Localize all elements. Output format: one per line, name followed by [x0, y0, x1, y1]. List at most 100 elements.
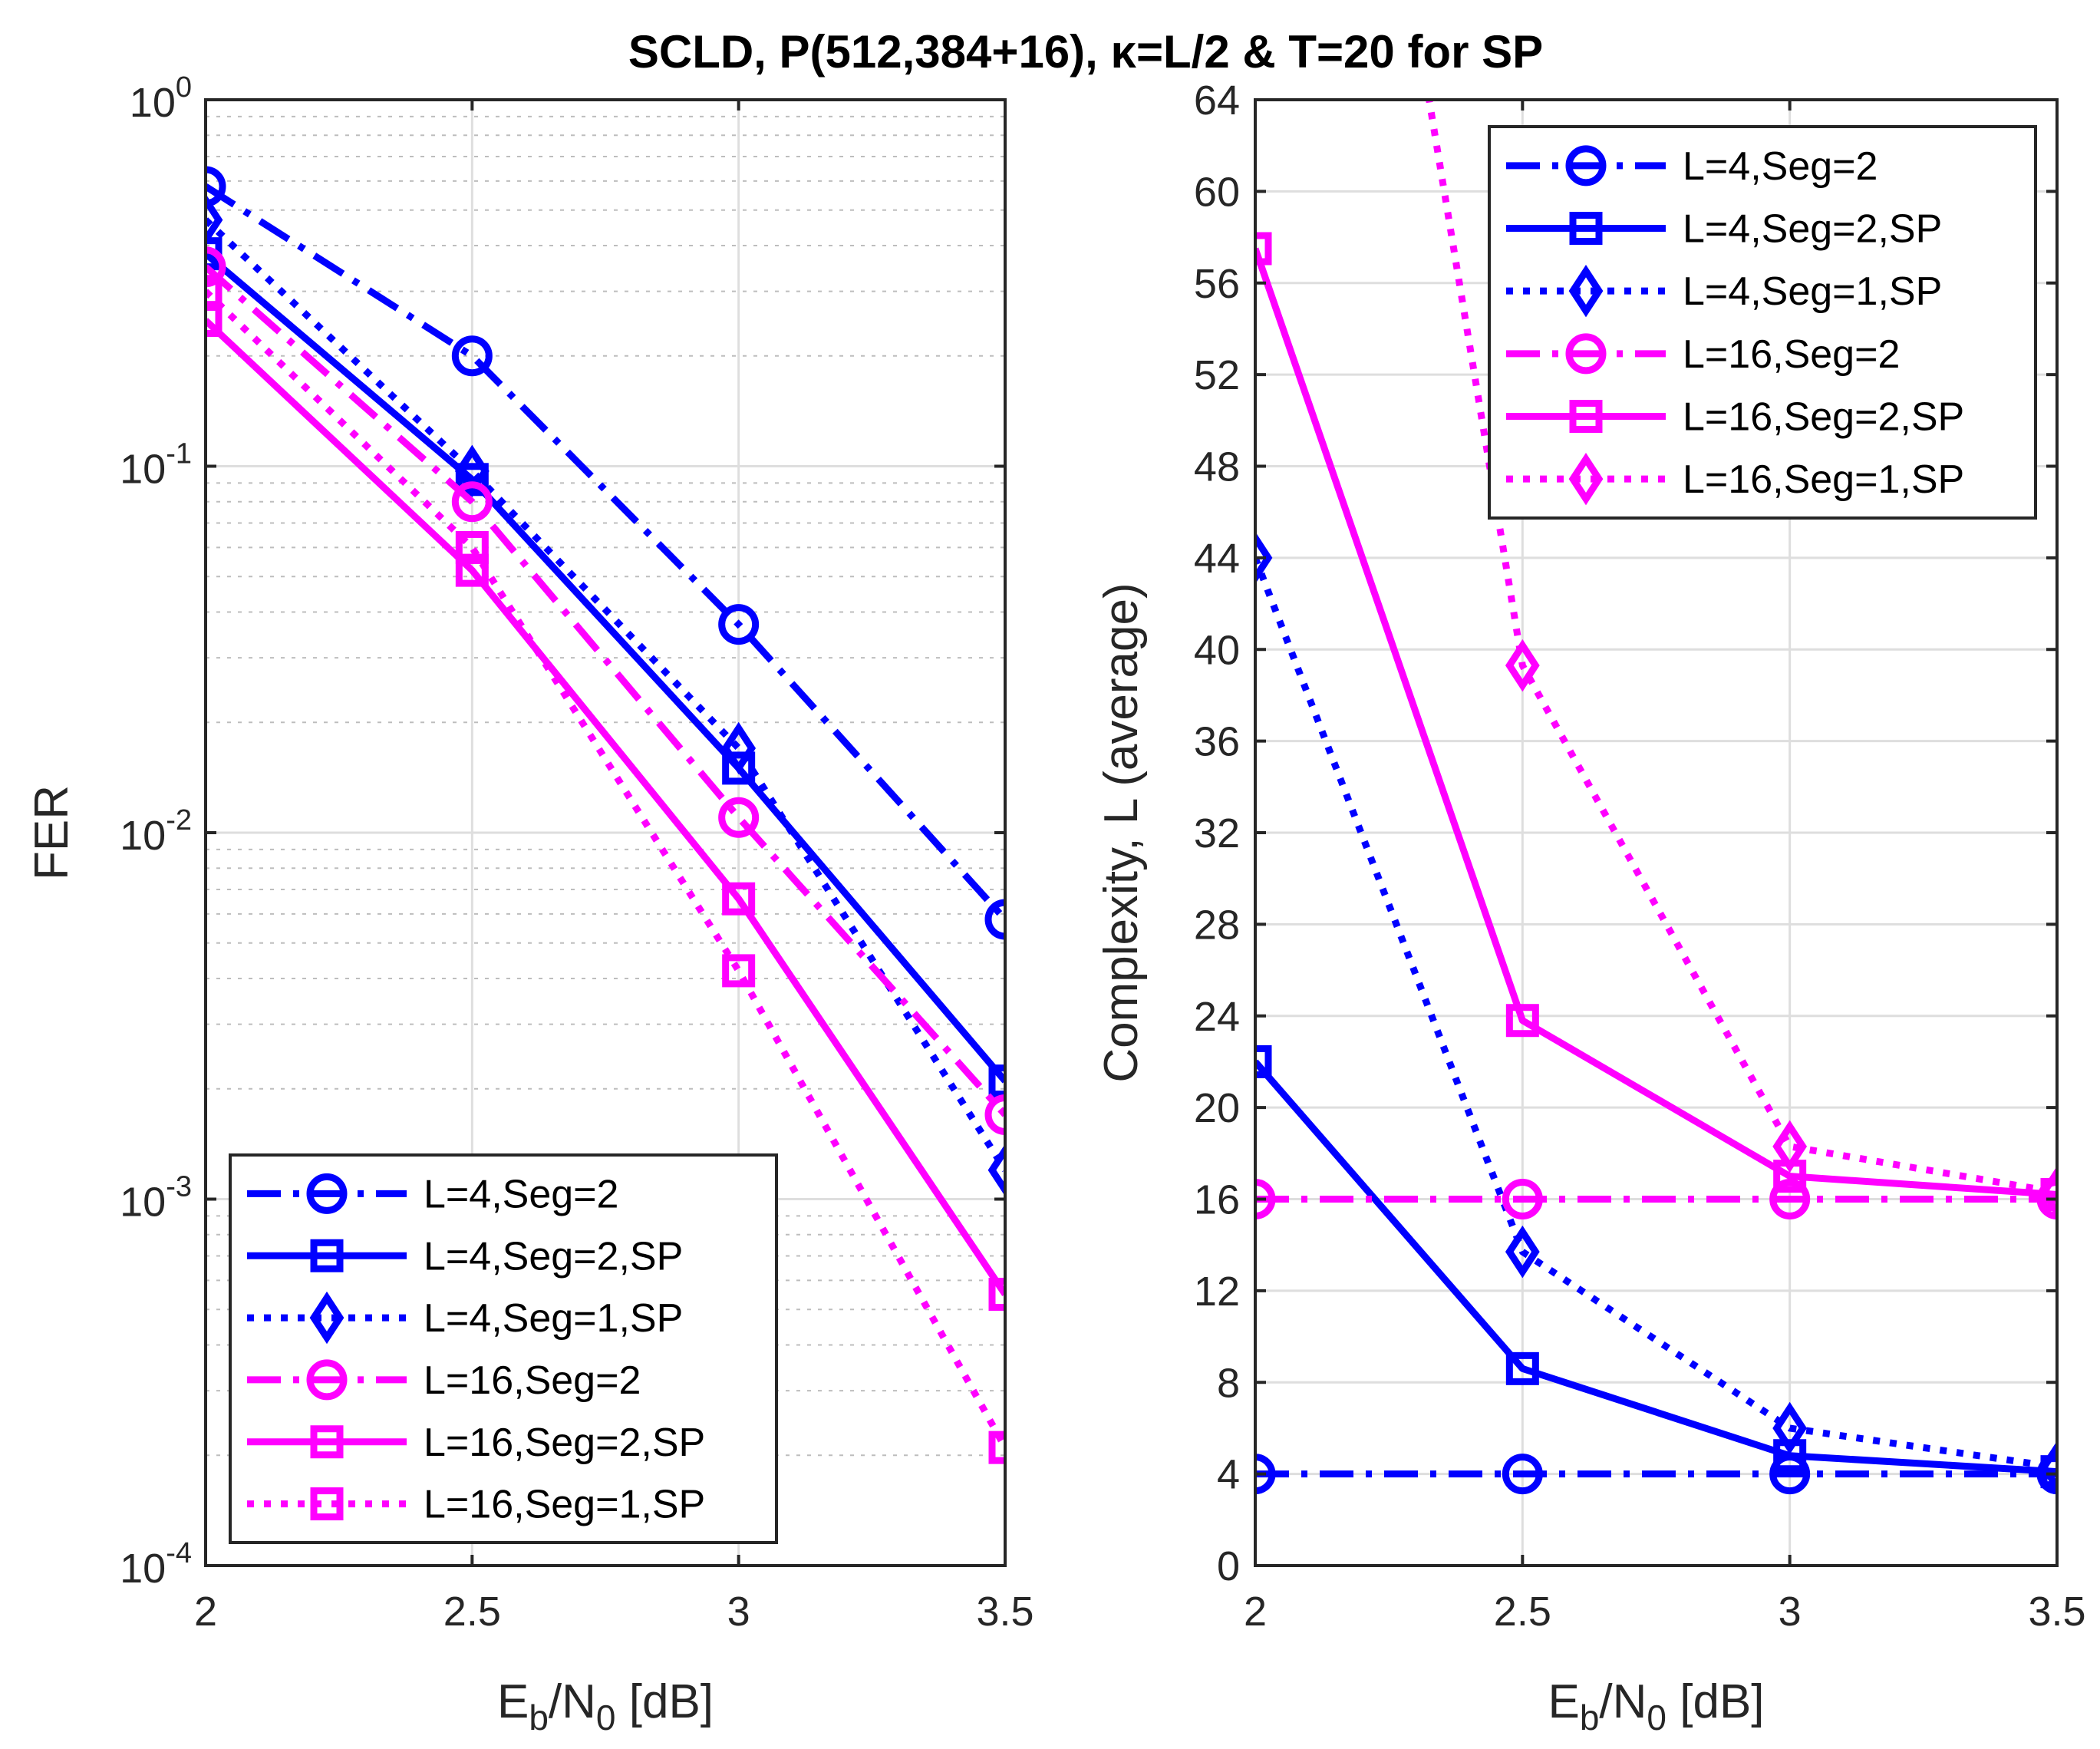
- data-point: [206, 303, 223, 337]
- legend-marker: [1565, 333, 1607, 375]
- data-point: [1505, 639, 1540, 692]
- data-point: [1505, 1351, 1539, 1385]
- legend-entry: L=16,Seg=2,SP: [247, 1421, 705, 1465]
- legend-label: L=16,Seg=2,SP: [424, 1421, 705, 1465]
- y-tick-label: 0: [1217, 1543, 1240, 1589]
- y-tick-label: 8: [1217, 1360, 1240, 1406]
- data-point: [984, 1094, 1005, 1135]
- legend-entry: L=4,Seg=2,SP: [247, 1234, 683, 1279]
- legend-marker: [1565, 145, 1607, 186]
- y-tick-label: 4: [1217, 1452, 1240, 1498]
- data-point: [722, 954, 756, 988]
- y-tick-label: 44: [1194, 536, 1240, 582]
- x-tick-label: 3: [727, 1589, 750, 1635]
- y-tick-label: 10-2: [120, 804, 192, 859]
- legend-label: L=4,Seg=2: [1683, 144, 1877, 189]
- legend-marker: [1569, 400, 1603, 433]
- legend: L=4,Seg=2 L=4,Seg=2,SP L=4,Seg=1,SP L=16,Se…: [1488, 125, 2037, 520]
- data-point: [206, 166, 226, 207]
- legend-entry: L=4,Seg=2,SP: [1506, 207, 1942, 252]
- series-line-5: [206, 318, 1005, 1296]
- legend-marker: [309, 1291, 345, 1345]
- y-tick-label: 10-4: [120, 1537, 192, 1592]
- data-point: [1502, 1454, 1543, 1495]
- series-layer: [206, 166, 1005, 1464]
- legend-marker: [1569, 212, 1603, 245]
- data-point: [718, 797, 760, 838]
- data-point: [987, 1143, 1005, 1196]
- series-line-2: [206, 251, 1005, 1084]
- data-point: [1255, 531, 1273, 585]
- y-tick-label: 56: [1194, 261, 1240, 307]
- series-line-2: [1255, 1059, 2057, 1476]
- legend-entry: L=4,Seg=1,SP: [1506, 264, 1942, 318]
- fer-plot: 2 2.5 3 3.5 100 10-1 10-2 10-3 10-4 Eb/N0 [dB] FER…: [25, 71, 1034, 1737]
- data-point: [988, 1277, 1005, 1311]
- x-tick-label: 2.5: [1494, 1589, 1551, 1635]
- series-line-5: [1255, 247, 2057, 1199]
- legend-entry: L=16,Seg=2: [247, 1358, 641, 1403]
- legend-label: L=4,Seg=2,SP: [1683, 207, 1942, 252]
- legend-entry: L=4,Seg=2: [1506, 144, 1877, 189]
- data-point: [451, 335, 493, 377]
- data-point: [2036, 1179, 2057, 1219]
- data-point: [2039, 1440, 2057, 1493]
- data-point: [1502, 1179, 1543, 1219]
- x-tick-label: 3.5: [976, 1589, 1034, 1635]
- y-tick-label: 32: [1194, 810, 1240, 856]
- legend-entry: L=4,Seg=1,SP: [247, 1291, 683, 1345]
- legend-label: L=16,Seg=2,SP: [1683, 395, 1964, 440]
- y-tick-label: 60: [1194, 169, 1240, 215]
- y-tick-label: 52: [1194, 352, 1240, 398]
- axes: 2 2.5 3 3.5 100 10-1 10-2 10-3 10-4: [120, 71, 1034, 1635]
- legend-label: L=4,Seg=1,SP: [424, 1296, 683, 1341]
- data-point: [206, 246, 226, 288]
- y-tick-label: 100: [130, 71, 192, 126]
- data-point: [1255, 1044, 1272, 1078]
- y-tick-label: 10-1: [120, 438, 192, 493]
- y-tick-label: 48: [1194, 444, 1240, 490]
- legend-entry: L=16,Seg=1,SP: [247, 1483, 705, 1527]
- y-tick-label: 10-3: [120, 1171, 192, 1226]
- legend-entry: L=16,Seg=2,SP: [1506, 395, 1964, 440]
- legend-label: L=4,Seg=1,SP: [1683, 269, 1942, 314]
- legend-entry: L=16,Seg=1,SP: [1506, 452, 1964, 506]
- data-point: [1255, 232, 1272, 266]
- legend-marker: [310, 1487, 344, 1521]
- legend-label: L=16,Seg=2: [424, 1358, 641, 1403]
- legend-label: L=4,Seg=2: [424, 1172, 618, 1216]
- data-point: [1255, 1454, 1276, 1495]
- data-point: [1505, 1225, 1540, 1279]
- legend-marker: [310, 1425, 344, 1459]
- series-line-3: [206, 217, 1005, 1173]
- legend-entry: L=4,Seg=2: [247, 1172, 618, 1216]
- data-point: [1505, 1004, 1539, 1038]
- series-line-1: [206, 183, 1005, 922]
- series-layer: [1255, 100, 2057, 1495]
- legend-box: [1488, 125, 2037, 520]
- legend-marker: [306, 1173, 348, 1214]
- data-point: [722, 882, 756, 916]
- data-point: [2039, 1166, 2057, 1219]
- legend-label: L=16,Seg=1,SP: [424, 1483, 705, 1527]
- series-line-4: [206, 264, 1005, 1117]
- data-point: [1772, 1120, 1808, 1173]
- complexity-plot: 2 2.5 3 3.50481216202428323640444852566064E…: [1095, 78, 2086, 1737]
- series-line-3: [1255, 556, 2057, 1471]
- legend: L=4,Seg=2 L=4,Seg=2,SP L=4,Seg=1,SP L=16,Se…: [229, 1153, 778, 1544]
- y-tick-label: 20: [1194, 1085, 1240, 1131]
- data-point: [988, 1064, 1005, 1098]
- legend-box: [229, 1153, 778, 1544]
- y-tick-label: 28: [1194, 902, 1240, 948]
- legend-marker: [310, 1239, 344, 1272]
- x-tick-label: 3.5: [2028, 1589, 2085, 1635]
- x-tick-label: 2: [1244, 1589, 1267, 1635]
- legend-marker: [1568, 452, 1604, 506]
- legend-label: L=16,Seg=1,SP: [1683, 457, 1964, 502]
- data-point: [718, 604, 760, 645]
- legend-marker: [306, 1359, 348, 1401]
- data-point: [984, 899, 1005, 940]
- y-tick-label: 36: [1194, 719, 1240, 765]
- data-point: [1769, 1179, 1811, 1219]
- y-tick-label: 24: [1194, 994, 1240, 1040]
